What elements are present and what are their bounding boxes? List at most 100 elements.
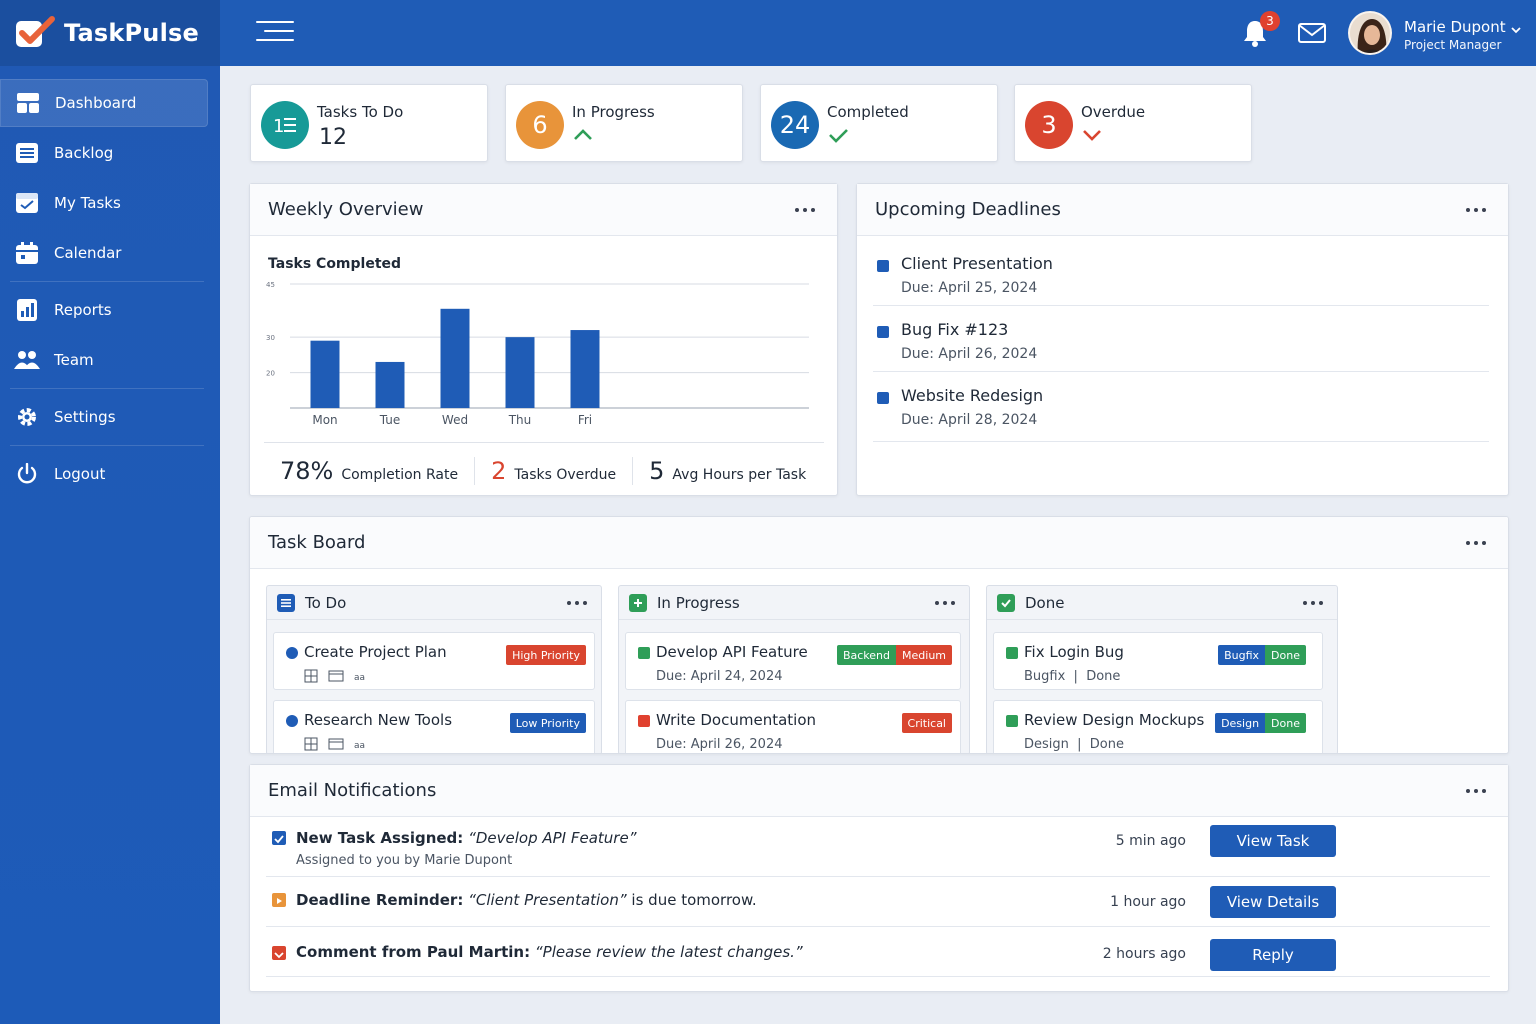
column-title: In Progress	[657, 593, 740, 612]
deadline-marker	[877, 326, 889, 338]
kpi-avg-hours: 5 Avg Hours per Task	[633, 457, 822, 485]
panel-title: Task Board	[268, 532, 366, 553]
avatar[interactable]	[1348, 11, 1392, 55]
task-meta: Bugfix | Done	[1024, 669, 1121, 684]
task-due: Due: April 26, 2024	[656, 737, 783, 752]
sidebar-nav: Dashboard Backlog My Tasks Calendar Rep	[0, 66, 220, 498]
view-details-button[interactable]: View Details	[1210, 886, 1336, 918]
view-task-button[interactable]: View Task	[1210, 825, 1336, 857]
dashboard-icon	[15, 91, 41, 115]
sidebar-item-dashboard[interactable]: Dashboard	[0, 79, 208, 127]
todo-list-icon	[277, 593, 295, 612]
notification-time: 2 hours ago	[1102, 946, 1186, 962]
x-tick-label: Tue	[379, 413, 401, 427]
more-options-icon[interactable]	[1466, 787, 1490, 795]
notification-badge: 3	[1260, 11, 1280, 31]
sidebar-item-label: Settings	[54, 408, 116, 426]
sidebar-item-label: Logout	[54, 465, 106, 483]
app-logo[interactable]: TaskPulse	[0, 0, 220, 66]
sidebar-item-backlog[interactable]: Backlog	[0, 129, 208, 177]
task-title: Review Design Mockups	[1024, 711, 1205, 729]
task-card[interactable]: Create Project Plan High Priority aa	[273, 632, 595, 690]
priority-tag: High Priority	[506, 645, 586, 665]
task-title: Create Project Plan	[304, 643, 447, 661]
status-dot	[286, 715, 298, 727]
kpi-completion-rate: 78% Completion Rate	[264, 456, 476, 485]
kpi-label: Completion Rate	[341, 466, 459, 483]
stat-card-overdue[interactable]: 3 Overdue	[1014, 84, 1252, 162]
email-notifications-panel: Email Notifications New Task Assigned: “…	[249, 764, 1509, 992]
kpi-label: Avg Hours per Task	[672, 466, 807, 483]
comment-icon	[272, 946, 286, 960]
column-title: To Do	[305, 593, 347, 612]
task-title: Fix Login Bug	[1024, 643, 1124, 661]
deadline-item[interactable]: Bug Fix #123 Due: April 26, 2024	[873, 320, 1489, 372]
task-card[interactable]: Review Design Mockups Design Done Design…	[993, 700, 1323, 753]
card-icons: aa	[304, 737, 368, 751]
deadline-title: Bug Fix #123	[901, 320, 1009, 339]
category-tag: Backend	[836, 645, 897, 665]
weekly-overview-panel: Weekly Overview Tasks Completed 20 30 45 Mo…	[249, 183, 838, 496]
task-card[interactable]: Fix Login Bug Bugfix Done Bugfix | Done	[993, 632, 1323, 690]
y-tick-label: 30	[266, 334, 275, 342]
menu-toggle-icon[interactable]	[256, 21, 294, 45]
task-card[interactable]: Research New Tools Low Priority aa	[273, 700, 595, 753]
calendar-icon	[14, 241, 40, 265]
power-icon	[14, 462, 40, 486]
stat-label: Completed	[827, 103, 909, 121]
task-card[interactable]: Write Documentation Critical Due: April …	[625, 700, 961, 753]
more-options-icon[interactable]	[567, 599, 591, 607]
more-options-icon[interactable]	[795, 206, 819, 214]
chevron-up-icon	[574, 129, 592, 140]
priority-tag: Medium	[896, 645, 952, 665]
reply-button[interactable]: Reply	[1210, 939, 1336, 971]
notification-text: Deadline Reminder: “Client Presentation”…	[296, 891, 757, 909]
notification-heading: Deadline Reminder:	[296, 891, 464, 909]
status-tag: Done	[1265, 713, 1306, 733]
stat-card-in-progress[interactable]: 6 In Progress	[505, 84, 743, 162]
stat-label: Overdue	[1081, 103, 1146, 121]
more-options-icon[interactable]	[935, 599, 959, 607]
stat-value-badge: 6	[516, 101, 564, 149]
more-options-icon[interactable]	[1466, 539, 1490, 547]
panel-title: Weekly Overview	[268, 199, 424, 220]
sidebar-item-my-tasks[interactable]: My Tasks	[0, 179, 208, 227]
category-tag: Bugfix	[1218, 645, 1266, 665]
tasks-completed-chart: 20 30 45 Mon Tue Wed Thu Fri	[266, 281, 809, 427]
stat-card-completed[interactable]: 24 Completed	[760, 84, 998, 162]
sidebar-item-calendar[interactable]: Calendar	[0, 229, 208, 277]
y-tick-label: 45	[266, 281, 275, 289]
deadline-due: Due: April 25, 2024	[901, 280, 1038, 296]
sidebar-item-settings[interactable]: Settings	[0, 393, 208, 441]
priority-tag: Low Priority	[509, 713, 586, 733]
nav-divider	[10, 388, 204, 389]
nav-divider	[10, 281, 204, 282]
more-options-icon[interactable]	[1303, 599, 1327, 607]
sidebar-item-team[interactable]: Team	[0, 336, 208, 384]
deadline-marker	[877, 260, 889, 272]
stat-card-tasks-to-do[interactable]: 1 Tasks To Do 12	[250, 84, 488, 162]
more-options-icon[interactable]	[1466, 206, 1490, 214]
deadline-item[interactable]: Client Presentation Due: April 25, 2024	[873, 254, 1489, 306]
mail-icon[interactable]	[1298, 22, 1326, 44]
sidebar-item-logout[interactable]: Logout	[0, 450, 208, 498]
chart-bar	[440, 308, 470, 408]
task-card[interactable]: Develop API Feature Backend Medium Due: …	[625, 632, 961, 690]
kpi-row: 78% Completion Rate 2 Tasks Overdue 5 Av…	[264, 442, 824, 498]
deadline-item[interactable]: Website Redesign Due: April 28, 2024	[873, 386, 1489, 442]
kpi-tasks-overdue: 2 Tasks Overdue	[475, 456, 634, 485]
team-icon	[14, 348, 40, 372]
board-column-done: Done Fix Login Bug Bugfix Done Bugfix | …	[986, 585, 1338, 753]
sidebar: TaskPulse Dashboard Backlog My Tasks Cal…	[0, 0, 220, 1024]
sidebar-item-reports[interactable]: Reports	[0, 286, 208, 334]
sidebar-item-label: Reports	[54, 301, 112, 319]
user-name[interactable]: Marie Dupont	[1404, 18, 1506, 36]
svg-text:aa: aa	[354, 673, 365, 683]
status-dot	[286, 647, 298, 659]
status-dot	[1006, 647, 1018, 659]
deadline-due: Due: April 26, 2024	[901, 346, 1038, 362]
panel-title: Email Notifications	[268, 780, 437, 801]
chevron-down-icon[interactable]	[1510, 24, 1522, 36]
tag-group: Backend Medium	[836, 645, 952, 665]
card-icons: aa	[304, 669, 368, 683]
